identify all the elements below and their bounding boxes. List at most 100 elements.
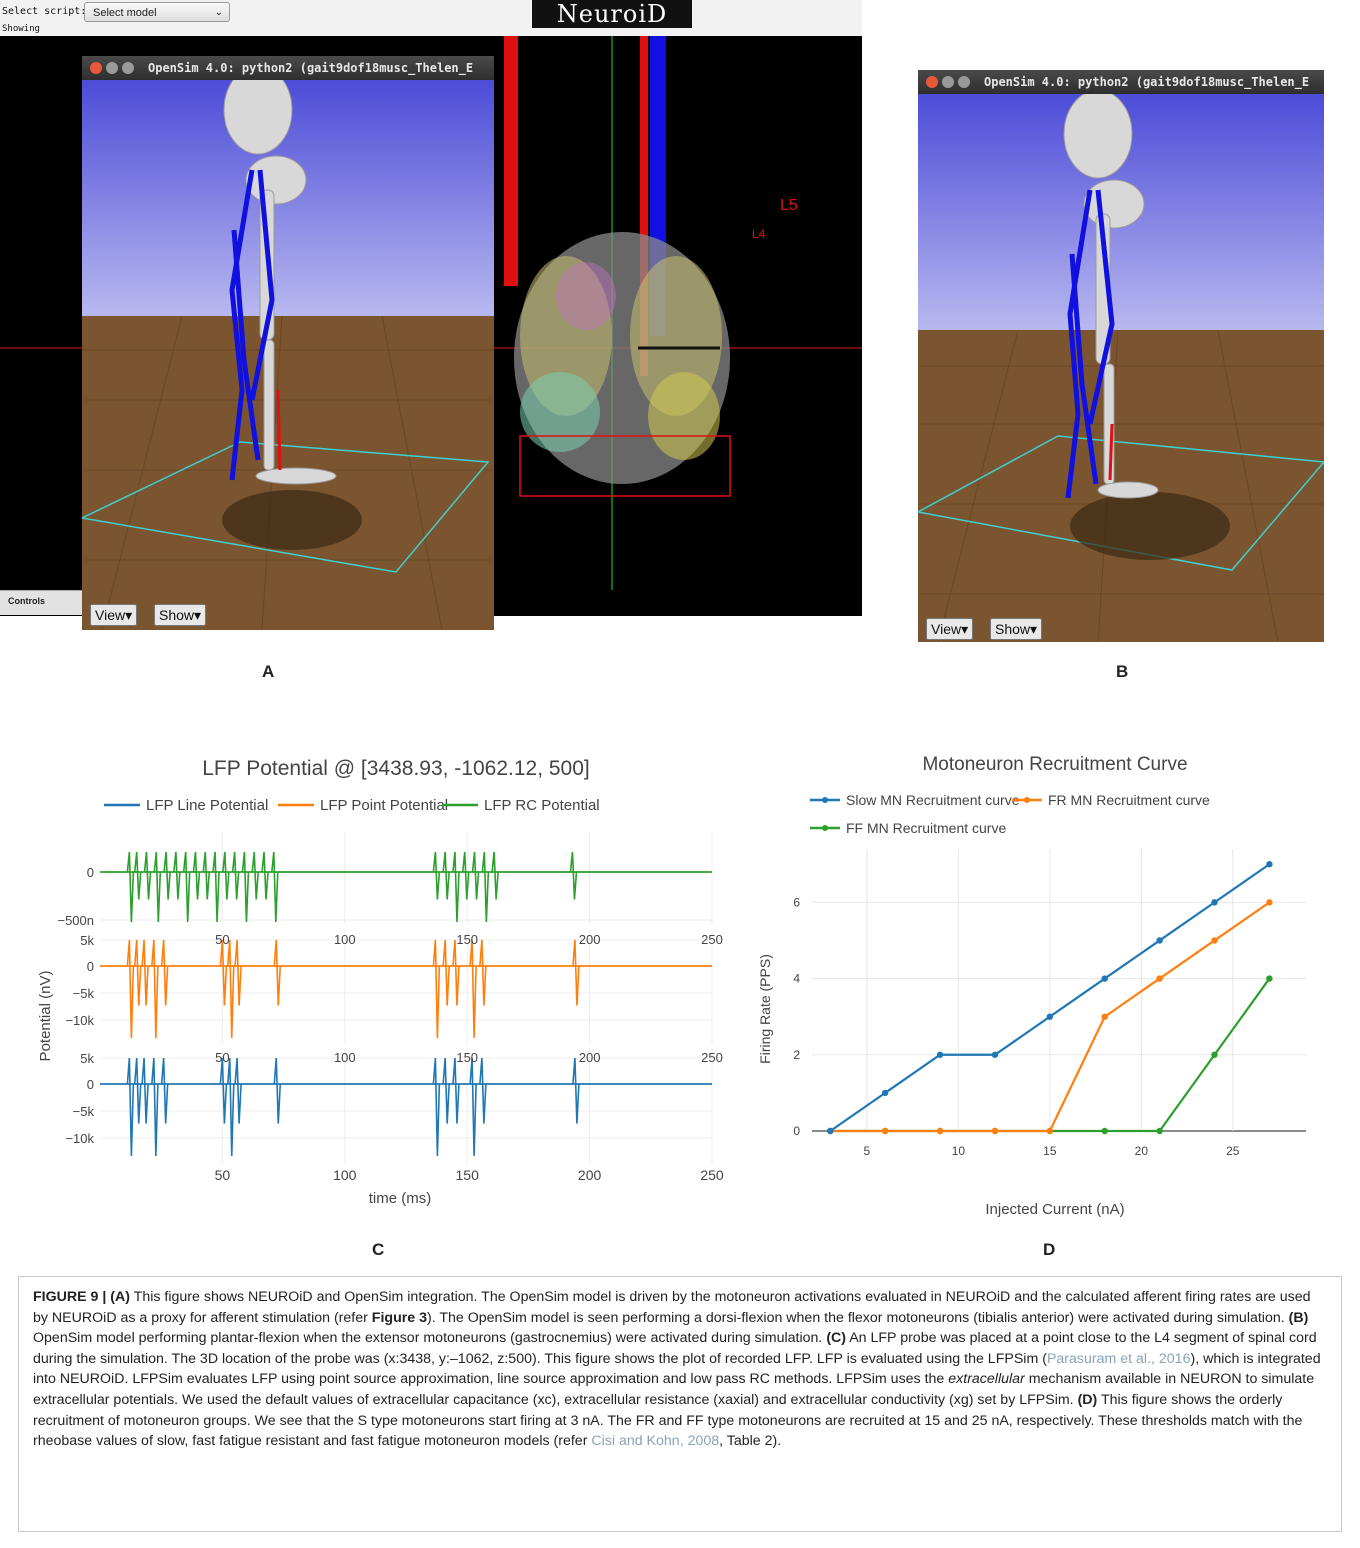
lfp-spike [163, 851, 171, 900]
x-tick-label: 10 [952, 1144, 966, 1158]
x-tick-label: 100 [333, 1167, 357, 1183]
lfp-spike [133, 939, 142, 1006]
data-point [1266, 899, 1273, 906]
data-point [1046, 1013, 1054, 1020]
show-menu-button[interactable]: Show▾ [154, 604, 207, 626]
x-tick-label: 100 [334, 1050, 356, 1065]
lfp-spike [231, 851, 240, 900]
chart-title: Motoneuron Recruitment Curve [922, 754, 1187, 775]
caption-text: ), which is integrated into NEUROiD. LFP… [33, 1350, 1321, 1388]
lfp-spike [452, 939, 460, 1006]
data-point [1101, 1013, 1108, 1020]
data-point [1211, 937, 1218, 944]
caption-text: This figure shows NEUROiD and OpenSim in… [33, 1289, 1311, 1326]
data-point [1266, 861, 1273, 868]
x-tick-label: 15 [1043, 1144, 1057, 1158]
panel-label-b: B [1116, 662, 1129, 681]
caption-text: OpenSim model performing plantar-flexion… [33, 1330, 827, 1347]
lfp-spike [219, 1057, 228, 1124]
lfp-spike [141, 939, 149, 1006]
close-icon[interactable] [90, 62, 102, 74]
show-menu-button[interactable]: Show▾ [990, 618, 1043, 640]
caption-text: ). The OpenSim model is seen performing … [426, 1309, 1289, 1326]
lfp-spike [126, 851, 135, 923]
x-tick-label: 20 [1135, 1144, 1149, 1158]
lfp-spike [126, 939, 135, 1039]
minimize-icon[interactable] [106, 62, 118, 74]
data-point [1156, 975, 1163, 982]
caption-figure-ref: Figure 3 [371, 1309, 427, 1326]
lfp-spike [452, 851, 460, 923]
data-point [827, 1127, 834, 1135]
lfp-spike [432, 1057, 441, 1157]
x-tick-label: 250 [700, 1167, 724, 1183]
caption-text: An LFP probe was placed at a point close… [33, 1330, 1317, 1367]
l4-label: L4 [752, 227, 766, 241]
x-tick-label: 25 [1226, 1144, 1240, 1158]
lfp-spike [442, 851, 450, 900]
legend-marker [822, 825, 828, 831]
opensim-scene-b[interactable] [918, 94, 1324, 642]
minimize-icon[interactable] [942, 76, 954, 88]
lfp-spike [432, 851, 441, 900]
opensim-titlebar: OpenSim 4.0: python2 (gait9dof18musc_The… [82, 56, 494, 80]
maximize-icon[interactable] [122, 62, 134, 74]
data-point [1211, 899, 1218, 906]
opensim-title: OpenSim 4.0: python2 (gait9dof18musc_The… [148, 61, 474, 75]
lfp-spike [160, 939, 169, 1006]
legend-entry: FF MN Recruitment curve [846, 820, 1006, 836]
data-point [881, 1089, 889, 1097]
x-tick-label: 5 [864, 1144, 871, 1158]
data-point [1101, 1127, 1108, 1135]
y-tick-label: 5k [80, 933, 94, 948]
lfp-spike [241, 851, 250, 923]
caption-text: This figure shows the orderly recruitmen… [33, 1391, 1303, 1450]
lfp-spike [572, 1057, 580, 1124]
lfp-spike [442, 939, 450, 1006]
lfp-spike [141, 1057, 149, 1124]
y-tick-label: 0 [87, 959, 94, 974]
y-tick-label: 0 [793, 1124, 800, 1138]
lfp-spike [271, 851, 279, 923]
lfp-spike [151, 939, 159, 1039]
maximize-icon[interactable] [958, 76, 970, 88]
select-script-label: Select script: [2, 6, 87, 17]
x-tick-label: 150 [456, 1167, 480, 1183]
lfp-spike [479, 939, 487, 1006]
lfp-spike [234, 939, 242, 1006]
lfp-spike [461, 851, 470, 900]
opensim-scene-a[interactable] [82, 80, 494, 630]
lfp-spike [219, 939, 228, 1006]
lfp-spike [192, 851, 201, 900]
data-point [1046, 1127, 1054, 1135]
caption-label-d: (D) [1077, 1391, 1098, 1408]
recruitment-chart: Motoneuron Recruitment Curve Slow MN Rec… [757, 754, 1306, 1218]
lfp-spike [182, 851, 191, 923]
lfp-spike [133, 1057, 142, 1124]
view-menu-button[interactable]: View▾ [90, 604, 138, 626]
x-tick-label: 150 [456, 932, 478, 947]
citation-link[interactable]: Parasuram et al., 2016 [1046, 1350, 1191, 1367]
lfp-spike [226, 1057, 235, 1157]
l5-label: L5 [780, 197, 798, 214]
lfp-spike [479, 1057, 487, 1124]
lfp-spike [273, 939, 282, 1006]
close-icon[interactable] [926, 76, 938, 88]
select-model-dropdown[interactable]: Select model ⌄ [84, 2, 230, 22]
lfp-spike [442, 1057, 450, 1124]
data-point [1266, 975, 1273, 982]
chart-legend: LFP Line Potential LFP Point Potential LFP… [104, 797, 600, 814]
y-tick-label: 5k [80, 1051, 94, 1066]
figure-caption: FIGURE 9 | (A) This figure shows NEUROiD… [18, 1276, 1342, 1532]
x-tick-label: 250 [701, 932, 723, 947]
lfp-spike [261, 851, 269, 900]
x-tick-label: 50 [215, 1050, 229, 1065]
legend-entry: FR MN Recruitment curve [1048, 792, 1210, 808]
citation-link[interactable]: Cisi and Kohn, 2008 [591, 1433, 720, 1450]
y-tick-label: −500n [57, 913, 94, 928]
y-axis-label: Firing Rate (PPS) [757, 954, 773, 1064]
view-menu-button[interactable]: View▾ [926, 618, 974, 640]
legend-marker [822, 797, 828, 803]
legend-marker [1024, 797, 1030, 803]
lfp-spike [569, 851, 578, 900]
